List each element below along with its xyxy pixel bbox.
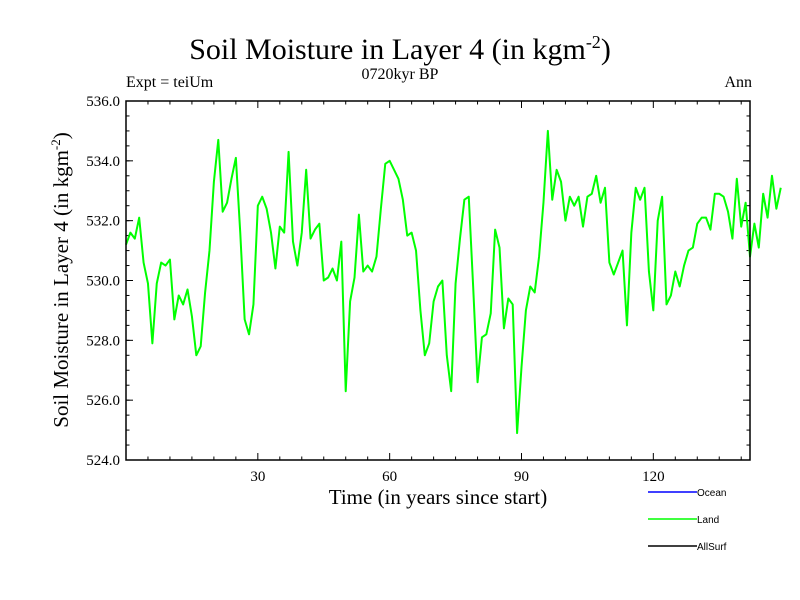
legend-label-allsurf: AllSurf	[697, 542, 727, 553]
axis-ticks: 524.0 526.0 528.0 530.0 532.0 534.0 536.0 30 60 9…	[86, 94, 750, 485]
y-tick-label: 526.0	[86, 393, 120, 409]
legend: Ocean Land AllSurf	[648, 488, 727, 553]
plot-frame	[125, 100, 751, 461]
x-axis-title: Time (in years since start)	[329, 485, 548, 509]
y-axis-title-superscript: -2	[48, 139, 63, 150]
y-tick-label: 530.0	[86, 274, 120, 290]
period-label: 0720kyr BP	[361, 66, 439, 83]
x-tick-label: 90	[514, 469, 529, 485]
x-tick-label: 120	[642, 469, 665, 485]
legend-label-ocean: Ocean	[697, 488, 726, 499]
y-tick-label: 528.0	[86, 333, 120, 349]
chart-title: Soil Moisture in Layer 4 (in kgm-2)	[189, 32, 611, 66]
experiment-label: Expt = teiUm	[126, 74, 214, 91]
chart-title-superscript: -2	[585, 32, 601, 52]
y-tick-label: 532.0	[86, 214, 120, 230]
legend-label-land: Land	[697, 515, 719, 526]
y-tick-label: 536.0	[86, 94, 120, 110]
x-tick-label: 60	[382, 469, 397, 485]
series-line-land	[125, 129, 782, 435]
series-layer	[125, 129, 782, 435]
y-tick-label: 524.0	[86, 453, 120, 469]
x-tick-label: 30	[250, 469, 265, 485]
y-tick-label: 534.0	[86, 154, 120, 170]
season-label: Ann	[724, 74, 752, 91]
y-axis-title: Soil Moisture in Layer 4 (in kgm-2)	[48, 132, 73, 427]
